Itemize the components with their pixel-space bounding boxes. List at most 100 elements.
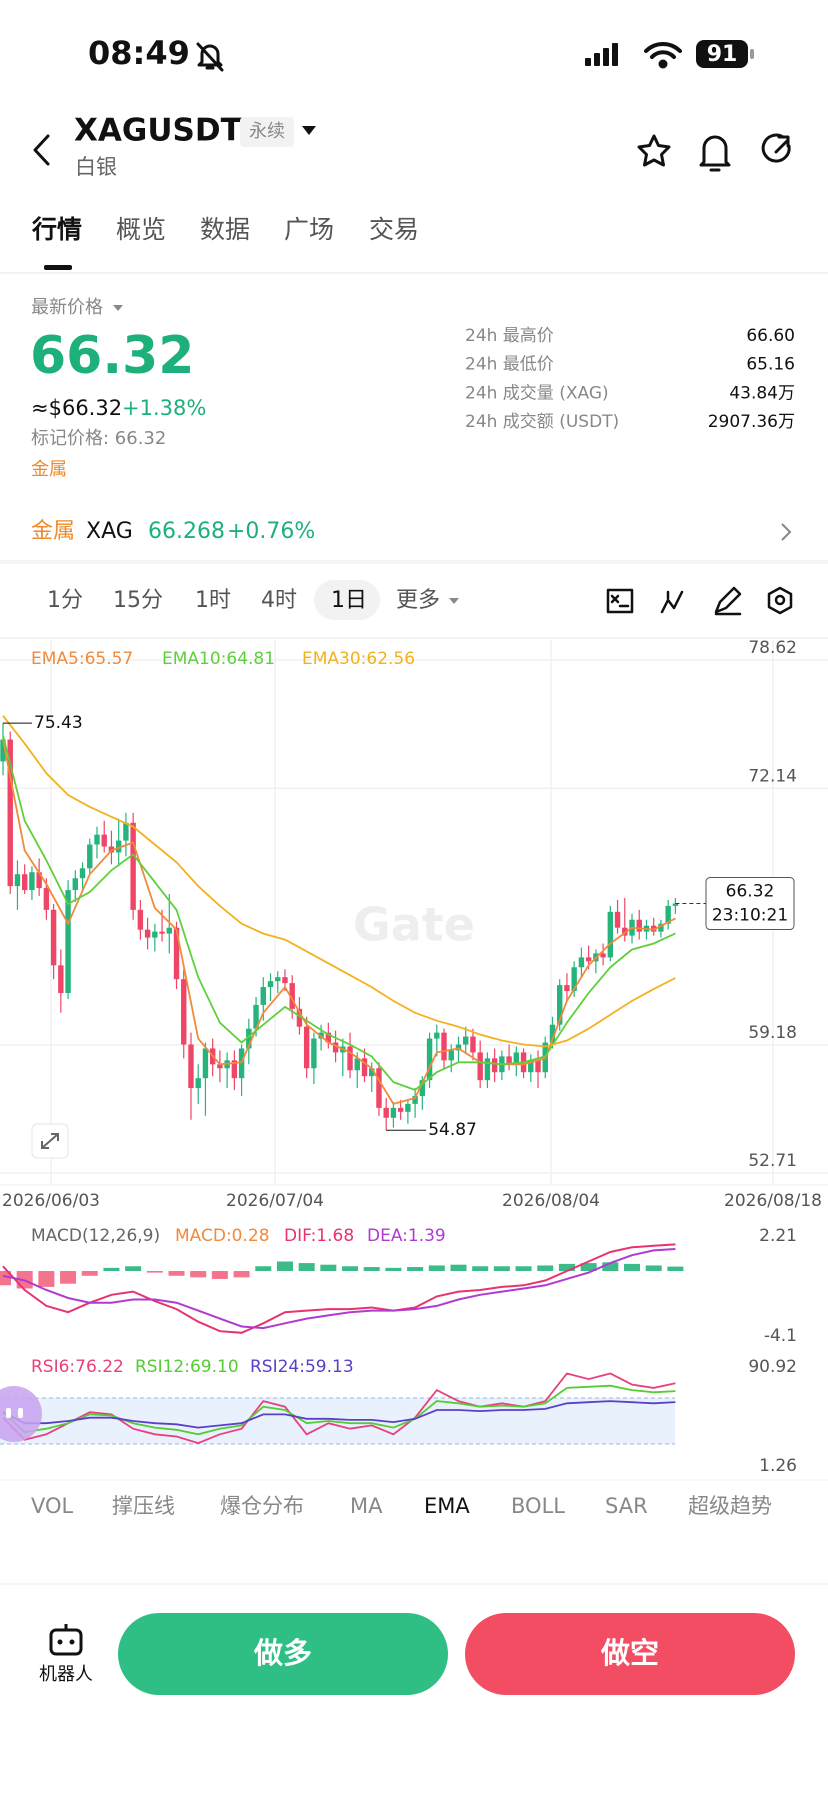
y-tick-label: 90.92 bbox=[748, 1357, 797, 1377]
candle-body bbox=[260, 987, 266, 1005]
indicator-tab[interactable]: SAR bbox=[605, 1494, 648, 1518]
candle-body bbox=[166, 927, 172, 934]
status-time: 08:49 bbox=[88, 34, 190, 72]
candle-body bbox=[585, 957, 592, 962]
robot-label[interactable]: 机器人 bbox=[39, 1664, 93, 1685]
candle-body bbox=[267, 981, 274, 988]
y-tick-label: 72.14 bbox=[748, 766, 797, 786]
interval[interactable]: 1分 bbox=[47, 588, 83, 613]
candle-body bbox=[607, 911, 614, 958]
robot-eye bbox=[69, 1639, 75, 1645]
short-label[interactable]: 做空 bbox=[600, 1636, 659, 1670]
related-symbol[interactable]: XAG bbox=[86, 519, 133, 544]
candle-body bbox=[455, 1044, 462, 1051]
related-change[interactable]: +0.76% bbox=[227, 519, 315, 544]
alert-button[interactable] bbox=[699, 135, 731, 172]
candle-body bbox=[470, 1036, 476, 1053]
candle-body bbox=[405, 1103, 411, 1112]
macd-bar bbox=[60, 1271, 77, 1284]
symbol-dropdown[interactable] bbox=[302, 126, 316, 135]
y-tick-label: 52.71 bbox=[748, 1151, 797, 1171]
signal-icon bbox=[585, 43, 618, 66]
candle-body bbox=[448, 1050, 454, 1061]
indicator-tab[interactable]: 爆仓分布 bbox=[220, 1494, 304, 1518]
candle-body bbox=[412, 1095, 418, 1104]
legend-entry: DEA:1.39 bbox=[367, 1226, 446, 1246]
candle-body bbox=[181, 979, 187, 1045]
related-price[interactable]: 66.268 bbox=[148, 519, 225, 544]
macd-bar bbox=[624, 1263, 641, 1272]
long-label[interactable]: 做多 bbox=[253, 1636, 312, 1670]
sector-tag: 金属 bbox=[31, 459, 67, 480]
mute-icon bbox=[196, 42, 224, 72]
related-chevron[interactable] bbox=[781, 523, 792, 541]
macd-bar bbox=[667, 1266, 684, 1272]
back-button[interactable] bbox=[33, 134, 50, 166]
indicator-tab[interactable]: BOLL bbox=[511, 1494, 565, 1518]
macd-bar bbox=[103, 1267, 120, 1272]
avatar-eye bbox=[6, 1408, 11, 1418]
tool-compare[interactable] bbox=[606, 588, 634, 614]
legend-entry: RSI12:69.10 bbox=[135, 1357, 239, 1377]
tab[interactable]: 广场 bbox=[284, 215, 334, 244]
tab[interactable]: 概览 bbox=[116, 215, 166, 244]
candle-body bbox=[303, 1026, 310, 1069]
tab[interactable]: 数据 bbox=[200, 215, 250, 244]
interval[interactable]: 4时 bbox=[261, 588, 297, 613]
symbol[interactable]: XAGUSDT bbox=[74, 113, 242, 149]
price-dropdown[interactable] bbox=[113, 305, 123, 311]
tool-settings[interactable] bbox=[767, 586, 793, 615]
price-change: +1.38% bbox=[122, 396, 206, 420]
legend-entry: EMA30:62.56 bbox=[302, 649, 415, 669]
candle-body bbox=[101, 834, 107, 847]
candle-body bbox=[29, 872, 35, 891]
indicator-tab[interactable]: EMA bbox=[424, 1494, 470, 1518]
mark-price: 标记价格: 66.32 bbox=[31, 428, 166, 449]
candle-body bbox=[195, 1078, 201, 1089]
x-tick-label: 2026/08/18 bbox=[724, 1191, 822, 1211]
candle-body bbox=[50, 909, 57, 966]
candle-body bbox=[137, 909, 144, 930]
share-button[interactable] bbox=[761, 133, 791, 163]
indicator-tab[interactable]: MA bbox=[350, 1494, 383, 1518]
candle-body bbox=[651, 925, 657, 932]
usd-price: ≈$66.32 bbox=[31, 396, 122, 420]
interval[interactable]: 1日 bbox=[331, 588, 367, 613]
interval[interactable]: 1时 bbox=[195, 588, 231, 613]
last-price: 66.32 bbox=[30, 326, 194, 386]
tab[interactable]: 行情 bbox=[31, 215, 82, 244]
long-button[interactable] bbox=[118, 1613, 448, 1695]
tool-indicator[interactable] bbox=[660, 590, 684, 614]
macd-bar bbox=[298, 1263, 315, 1272]
low-label: 54.87 bbox=[428, 1120, 477, 1140]
interval[interactable]: 更多 bbox=[396, 588, 440, 613]
candle-body bbox=[528, 1060, 534, 1073]
indicator-tab[interactable]: VOL bbox=[31, 1494, 74, 1518]
macd-bar bbox=[645, 1265, 662, 1272]
robot-icon[interactable] bbox=[49, 1624, 83, 1656]
indicator-tab[interactable]: 撑压线 bbox=[112, 1494, 175, 1518]
battery-level: 91 bbox=[707, 42, 738, 67]
candle-body bbox=[557, 985, 563, 1025]
related-sector[interactable]: 金属 bbox=[31, 519, 75, 544]
candle-body bbox=[58, 965, 64, 994]
candle-body bbox=[484, 1058, 491, 1081]
favorite-button[interactable] bbox=[637, 134, 671, 167]
short-button[interactable] bbox=[465, 1613, 795, 1695]
y-tick-label: -4.1 bbox=[764, 1326, 797, 1346]
candle-body bbox=[65, 890, 71, 994]
x-tick-label: 2026/06/03 bbox=[2, 1191, 100, 1211]
tab[interactable]: 交易 bbox=[369, 215, 419, 244]
macd-bar bbox=[580, 1263, 597, 1272]
interval[interactable]: 15分 bbox=[113, 588, 163, 613]
candle-body bbox=[87, 844, 93, 869]
macd-bar bbox=[342, 1266, 359, 1272]
stat-value: 2907.36万 bbox=[708, 412, 795, 432]
tool-draw[interactable] bbox=[714, 586, 742, 616]
indicator-line bbox=[2, 1243, 676, 1334]
wifi-icon bbox=[644, 41, 682, 69]
countdown: 23:10:21 bbox=[712, 906, 788, 926]
indicator-tab[interactable]: 超级趋势 bbox=[688, 1494, 772, 1518]
legend-entry: EMA5:65.57 bbox=[31, 649, 133, 669]
candle-body bbox=[43, 888, 50, 910]
